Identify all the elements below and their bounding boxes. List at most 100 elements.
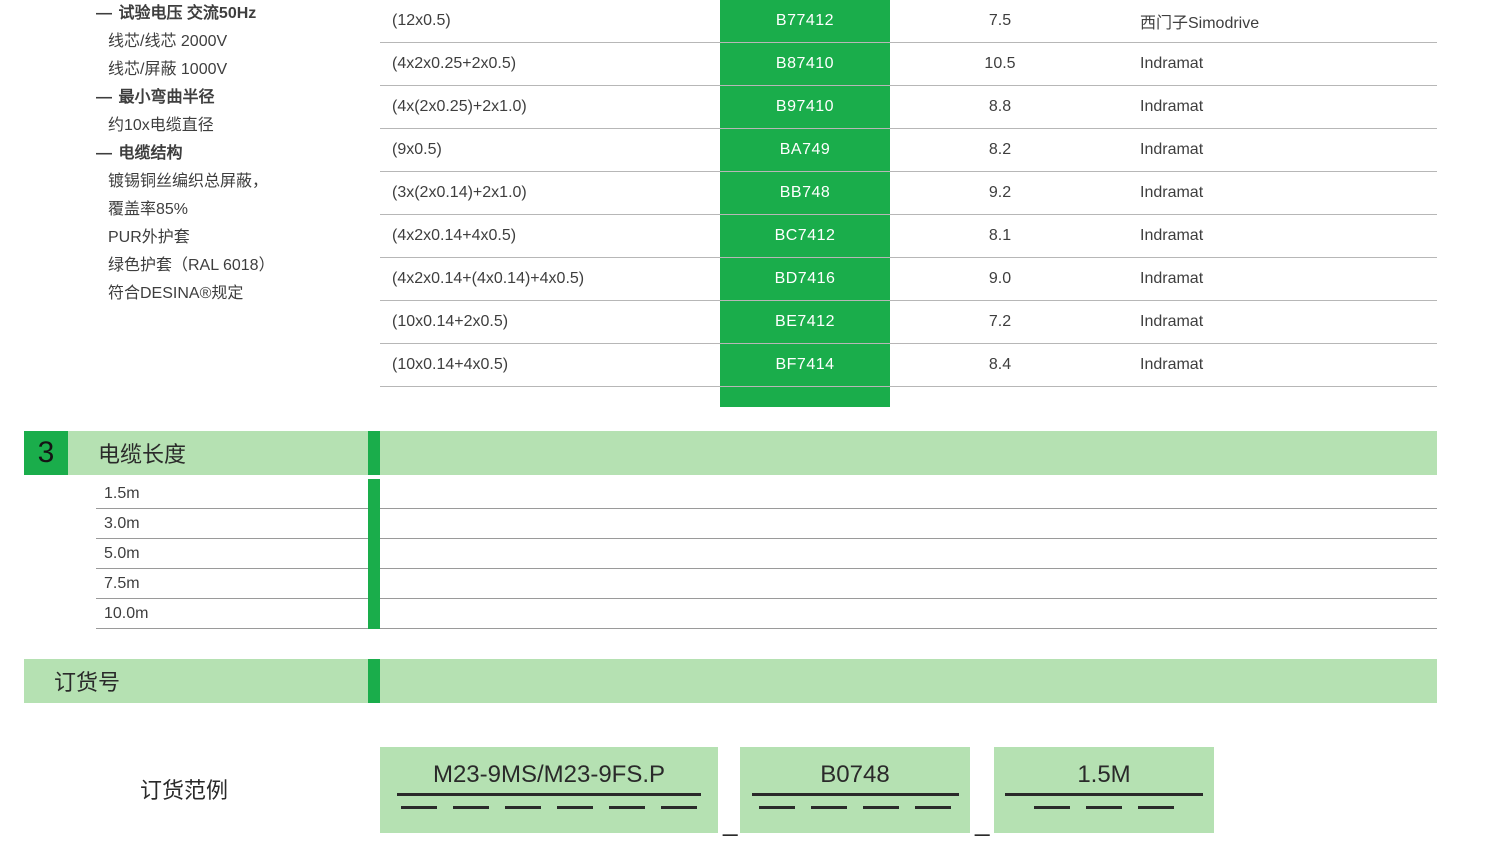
cell-outer-diameter: 8.2 bbox=[890, 129, 1110, 171]
length-value: 5.0m bbox=[96, 545, 368, 563]
ordering-group-length: 1.5M bbox=[994, 747, 1214, 833]
spec-head-label: 最小弯曲半径 bbox=[118, 89, 214, 106]
section-bar-order-code: 订货号 bbox=[0, 659, 1489, 703]
cell-product-code: BD7416 bbox=[720, 258, 890, 300]
spec-sub: 线芯/屏蔽 1000V bbox=[96, 56, 356, 84]
cell-compatibility: Indramat bbox=[1110, 43, 1437, 85]
table-row: (10x0.14+4x0.5)BF74148.4Indramat bbox=[380, 344, 1437, 387]
length-row: 7.5m bbox=[96, 569, 1437, 599]
cell-product-code: B97410 bbox=[720, 86, 890, 128]
length-value: 7.5m bbox=[96, 575, 368, 593]
cell-structure: (9x0.5) bbox=[380, 129, 720, 171]
ordering-underscore: _ bbox=[975, 807, 989, 838]
dash bbox=[1034, 806, 1070, 809]
length-separator bbox=[368, 539, 380, 569]
section-title: 电缆长度 bbox=[68, 431, 368, 475]
cell-compatibility: Indramat bbox=[1110, 301, 1437, 343]
table-row: (10x0.14+2x0.5)BE74127.2Indramat bbox=[380, 301, 1437, 344]
cell-product-code: BE7412 bbox=[720, 301, 890, 343]
cell-structure: (4x2x0.14+(4x0.14)+4x0.5) bbox=[380, 258, 720, 300]
dash bbox=[1138, 806, 1174, 809]
spec-sub: PUR外护套 bbox=[96, 224, 356, 252]
cell-outer-diameter: 7.5 bbox=[890, 0, 1110, 42]
cell-outer-diameter: 9.0 bbox=[890, 258, 1110, 300]
dash bbox=[453, 806, 489, 809]
cell-outer-diameter: 10.5 bbox=[890, 43, 1110, 85]
ordering-dashes bbox=[401, 806, 697, 809]
ordering-group-cable: B0748 bbox=[740, 747, 970, 833]
table-row: (4x2x0.14+(4x0.14)+4x0.5)BD74169.0Indram… bbox=[380, 258, 1437, 301]
spec-sidebar: 试验电压 交流50Hz 线芯/线芯 2000V 线芯/屏蔽 1000V 最小弯曲… bbox=[96, 0, 356, 308]
cell-outer-diameter: 7.2 bbox=[890, 301, 1110, 343]
table-row: (12x0.5)B774127.5西门子Simodrive bbox=[380, 0, 1437, 43]
dash bbox=[915, 806, 951, 809]
length-value: 3.0m bbox=[96, 515, 368, 533]
cell-product-code: B87410 bbox=[720, 43, 890, 85]
spec-sub: 线芯/线芯 2000V bbox=[96, 28, 356, 56]
cell-structure: (10x0.14+4x0.5) bbox=[380, 344, 720, 386]
spec-sub: 约10x电缆直径 bbox=[96, 112, 356, 140]
section-bar-right bbox=[380, 431, 1437, 475]
spec-head-test-voltage: 试验电压 交流50Hz bbox=[96, 0, 356, 28]
length-row: 10.0m bbox=[96, 599, 1437, 629]
length-separator bbox=[368, 569, 380, 599]
table-row: (4x2x0.25+2x0.5)B8741010.5Indramat bbox=[380, 43, 1437, 86]
cell-compatibility: Indramat bbox=[1110, 344, 1437, 386]
dash bbox=[759, 806, 795, 809]
spec-sub: 镀锡铜丝编织总屏蔽， bbox=[96, 168, 356, 196]
dash bbox=[505, 806, 541, 809]
length-separator bbox=[368, 479, 380, 509]
dash bbox=[661, 806, 697, 809]
dash bbox=[811, 806, 847, 809]
section-number-box: 3 bbox=[24, 431, 68, 475]
cell-structure: (10x0.14+2x0.5) bbox=[380, 301, 720, 343]
ordering-dashes bbox=[1034, 806, 1174, 809]
spec-sub: 覆盖率85% bbox=[96, 196, 356, 224]
ordering-group-connector: M23-9MS/M23-9FS.P bbox=[380, 747, 718, 833]
dash bbox=[609, 806, 645, 809]
ordering-example-label: 订货范例 bbox=[140, 773, 228, 805]
spec-sub: 符合DESINA®规定 bbox=[96, 280, 356, 308]
cell-product-code: B77412 bbox=[720, 0, 890, 42]
dash bbox=[401, 806, 437, 809]
cell-structure: (4x2x0.14+4x0.5) bbox=[380, 215, 720, 257]
spec-head-label: 试验电压 bbox=[118, 5, 182, 22]
cell-outer-diameter: 8.4 bbox=[890, 344, 1110, 386]
section-separator bbox=[368, 659, 380, 703]
ordering-example: 订货范例 M23-9MS/M23-9FS.P _ B0748 _ 1.5M bbox=[0, 711, 1489, 851]
dash bbox=[1086, 806, 1122, 809]
length-row: 1.5m bbox=[96, 479, 1437, 509]
table-row: (4x(2x0.25)+2x1.0)B974108.8Indramat bbox=[380, 86, 1437, 129]
table-row: (3x(2x0.14)+2x1.0)BB7489.2Indramat bbox=[380, 172, 1437, 215]
code-column-tail bbox=[720, 387, 890, 407]
section-title: 订货号 bbox=[24, 659, 368, 703]
ordering-underscore: _ bbox=[723, 807, 737, 838]
cell-compatibility: Indramat bbox=[1110, 86, 1437, 128]
length-value: 10.0m bbox=[96, 605, 368, 623]
spec-head-bend-radius: 最小弯曲半径 bbox=[96, 84, 356, 112]
length-value: 1.5m bbox=[96, 485, 368, 503]
cell-product-code: BC7412 bbox=[720, 215, 890, 257]
section-bar-cable-length: 3 电缆长度 bbox=[0, 431, 1489, 475]
cell-compatibility: Indramat bbox=[1110, 258, 1437, 300]
cell-structure: (4x2x0.25+2x0.5) bbox=[380, 43, 720, 85]
cell-compatibility: Indramat bbox=[1110, 172, 1437, 214]
ordering-value: B0748 bbox=[752, 747, 959, 796]
section-separator bbox=[368, 431, 380, 475]
cell-product-code: BB748 bbox=[720, 172, 890, 214]
cell-compatibility: Indramat bbox=[1110, 215, 1437, 257]
length-list: 1.5m 3.0m 5.0m 7.5m 10.0m bbox=[96, 479, 1437, 629]
table-row: (9x0.5)BA7498.2Indramat bbox=[380, 129, 1437, 172]
cell-outer-diameter: 8.8 bbox=[890, 86, 1110, 128]
dash bbox=[863, 806, 899, 809]
length-separator bbox=[368, 599, 380, 629]
ordering-value: 1.5M bbox=[1005, 747, 1203, 796]
length-row: 5.0m bbox=[96, 539, 1437, 569]
cell-structure: (12x0.5) bbox=[380, 0, 720, 42]
cell-outer-diameter: 9.2 bbox=[890, 172, 1110, 214]
cell-outer-diameter: 8.1 bbox=[890, 215, 1110, 257]
product-table: (12x0.5)B774127.5西门子Simodrive(4x2x0.25+2… bbox=[380, 0, 1437, 387]
ordering-dashes bbox=[759, 806, 951, 809]
cell-compatibility: 西门子Simodrive bbox=[1110, 0, 1437, 42]
cell-structure: (3x(2x0.14)+2x1.0) bbox=[380, 172, 720, 214]
